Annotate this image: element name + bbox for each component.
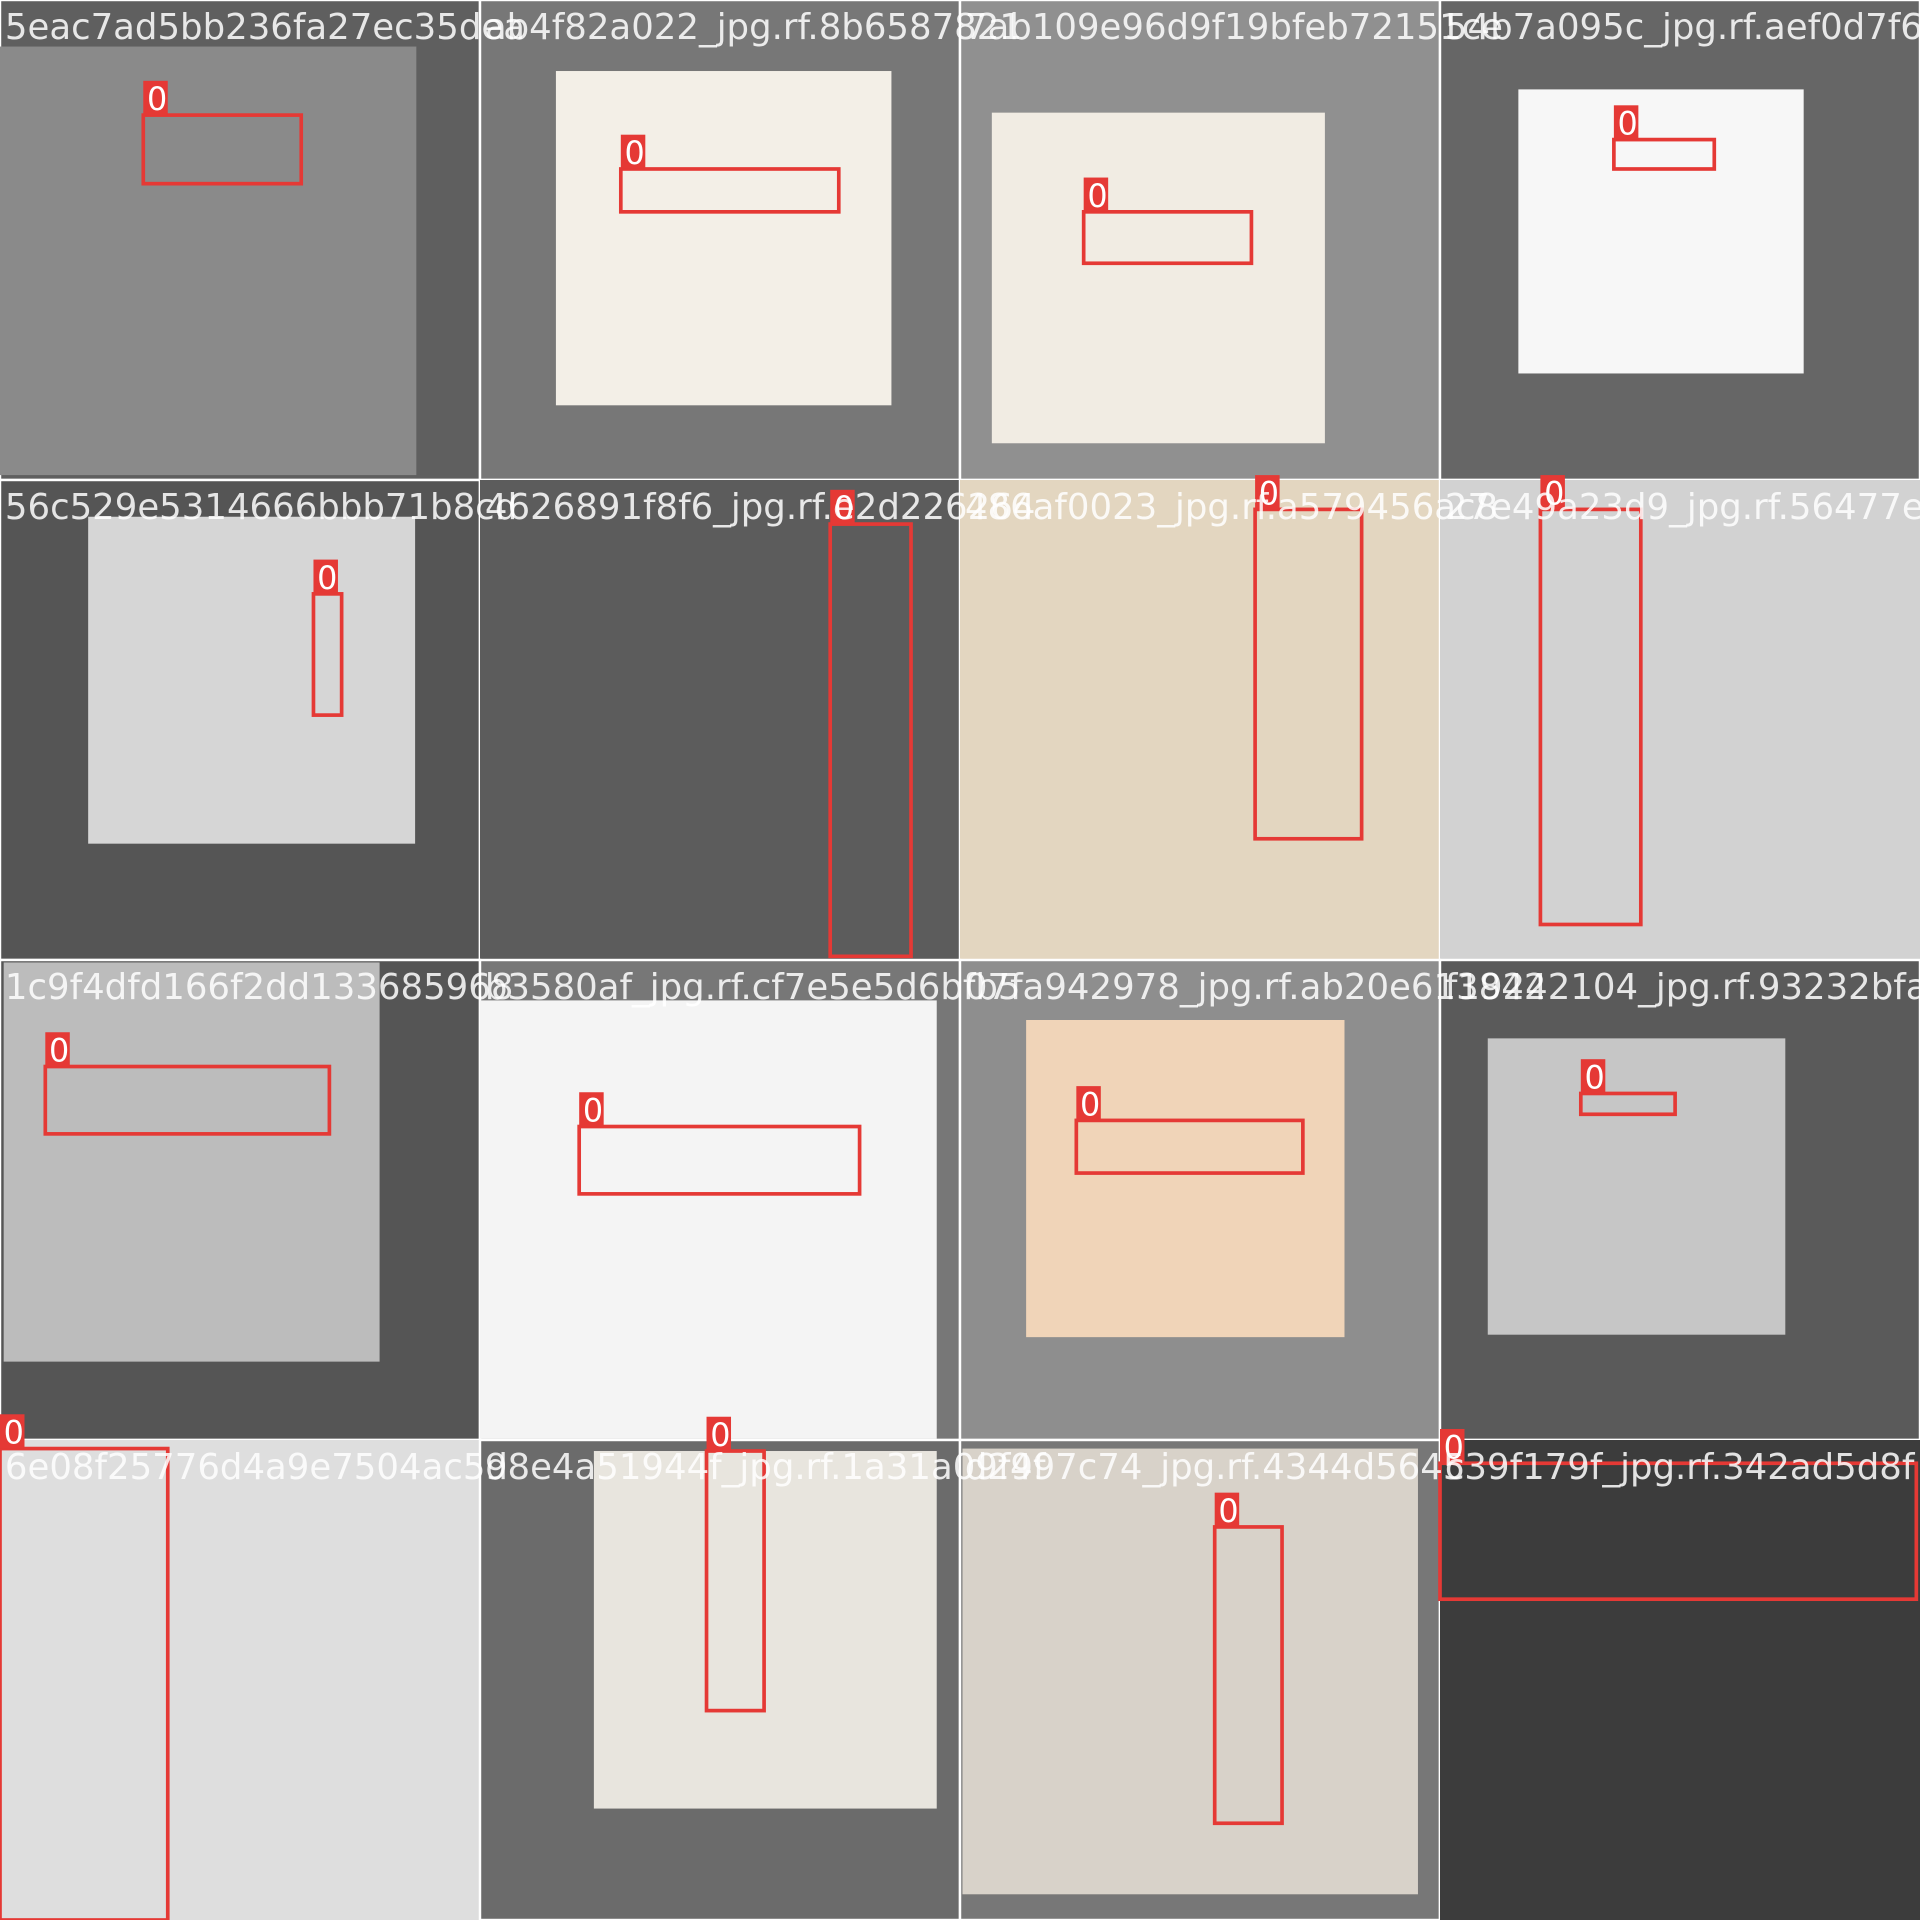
boxes: 0 0 0 0 0 0 0 0 0 0 0 0 0 0 0 0 <box>0 80 1919 1920</box>
box-label-bg <box>313 559 338 594</box>
bounding-box <box>1212 1525 1284 1826</box>
bounding-box <box>1074 1118 1305 1175</box>
bounding-box <box>141 113 304 186</box>
photo <box>1026 1020 1345 1338</box>
box-label: 0 <box>834 489 854 527</box>
box-label-bg <box>620 134 646 169</box>
photo <box>480 480 960 960</box>
photo <box>1518 89 1804 374</box>
photo <box>88 516 416 844</box>
filename: 1c9f4dfd166f2dd133685968 <box>5 967 514 1008</box>
photo <box>962 1448 1418 1895</box>
box-label-bg <box>1613 105 1639 140</box>
filename: ab4f82a022_jpg.rf.8b6587821 <box>485 7 1022 48</box>
bounding-box <box>704 1449 766 1713</box>
filename: f19242104_jpg.rf.93232bfa393 <box>1445 967 1920 1008</box>
box-label: 0 <box>1087 177 1107 215</box>
box-label-bg <box>1580 1059 1606 1094</box>
box-label: 0 <box>1544 474 1564 512</box>
filename: 56c529e5314666bbb71b8cd <box>5 487 517 528</box>
box-label-bg <box>1540 475 1565 510</box>
filename: 07fa942978_jpg.rf.ab20e613842 <box>965 967 1547 1008</box>
photo <box>991 112 1325 444</box>
bounding-box <box>1081 210 1254 266</box>
box-label-bg <box>1083 177 1109 212</box>
box-label: 0 <box>1080 1086 1100 1124</box>
bounding-box <box>1438 1461 1919 1602</box>
filename: 486af0023_jpg.rf.a579456ac8 <box>965 487 1498 528</box>
photo <box>1440 1440 1920 1920</box>
bounding-box <box>0 1446 170 1920</box>
box-label: 0 <box>583 1092 603 1130</box>
photo <box>960 480 1440 960</box>
box-label-bg <box>0 1414 25 1449</box>
box-label: 0 <box>624 134 644 172</box>
bounding-box <box>1253 507 1364 841</box>
filename: b3580af_jpg.rf.cf7e5e5d6bfb5 <box>485 967 1021 1008</box>
bounding-box <box>43 1064 332 1136</box>
filename: d2497c74_jpg.rf.4344d5645 <box>965 1447 1466 1488</box>
bounding-box <box>1612 137 1717 171</box>
box-label: 0 <box>1618 105 1638 143</box>
photo <box>1487 1038 1786 1335</box>
box-label: 0 <box>1259 474 1279 512</box>
box-label-bg <box>1076 1086 1101 1121</box>
photo <box>480 1000 937 1439</box>
photo <box>0 1440 480 1920</box>
filename: 6e08f25776d4a9e7504ac5d <box>5 1447 508 1488</box>
photo <box>1440 480 1920 960</box>
box-label: 0 <box>1218 1492 1238 1530</box>
box-label: 0 <box>1584 1059 1604 1097</box>
box-label: 0 <box>4 1414 24 1452</box>
box-label: 0 <box>147 80 167 118</box>
box-label-bg <box>143 80 168 116</box>
filename: 5eac7ad5bb236fa27ec35dea <box>5 7 525 48</box>
box-label-bg <box>1440 1428 1465 1464</box>
box-label-bg <box>830 489 855 525</box>
filenames: 5eac7ad5bb236fa27ec35deaab4f82a022_jpg.r… <box>5 7 1920 1488</box>
filename: 7ab109e96d9f19bfeb72151ce <box>965 7 1503 48</box>
bounding-box <box>1538 507 1643 927</box>
box-label: 0 <box>710 1416 730 1454</box>
box-label-bg <box>1214 1492 1240 1527</box>
box-label-bg <box>706 1416 732 1452</box>
box-label: 0 <box>317 559 337 597</box>
photo <box>3 962 380 1362</box>
bounding-box <box>618 167 841 214</box>
filename: 27e49a23d9_jpg.rf.56477ecb55 <box>1445 487 1920 528</box>
filename: 98e4a51944f_jpg.rf.1a31a09f9f <box>485 1447 1047 1488</box>
photo <box>0 46 417 476</box>
bounding-box <box>577 1124 862 1196</box>
filename: 4626891f8f6_jpg.rf.e2d226264 <box>485 487 1036 528</box>
filename: c39f179f_jpg.rf.342ad5d8f <box>1445 1447 1916 1488</box>
box-label-bg <box>579 1092 604 1127</box>
box-label: 0 <box>1444 1428 1464 1466</box>
filename: 54b7a095c_jpg.rf.aef0d7f6a61 <box>1445 7 1920 48</box>
bounding-box <box>828 522 913 959</box>
bounding-box <box>1578 1091 1677 1117</box>
box-label-bg <box>45 1032 70 1067</box>
box-label-bg <box>1255 475 1280 510</box>
photo <box>555 71 892 406</box>
box-label: 0 <box>49 1032 69 1070</box>
